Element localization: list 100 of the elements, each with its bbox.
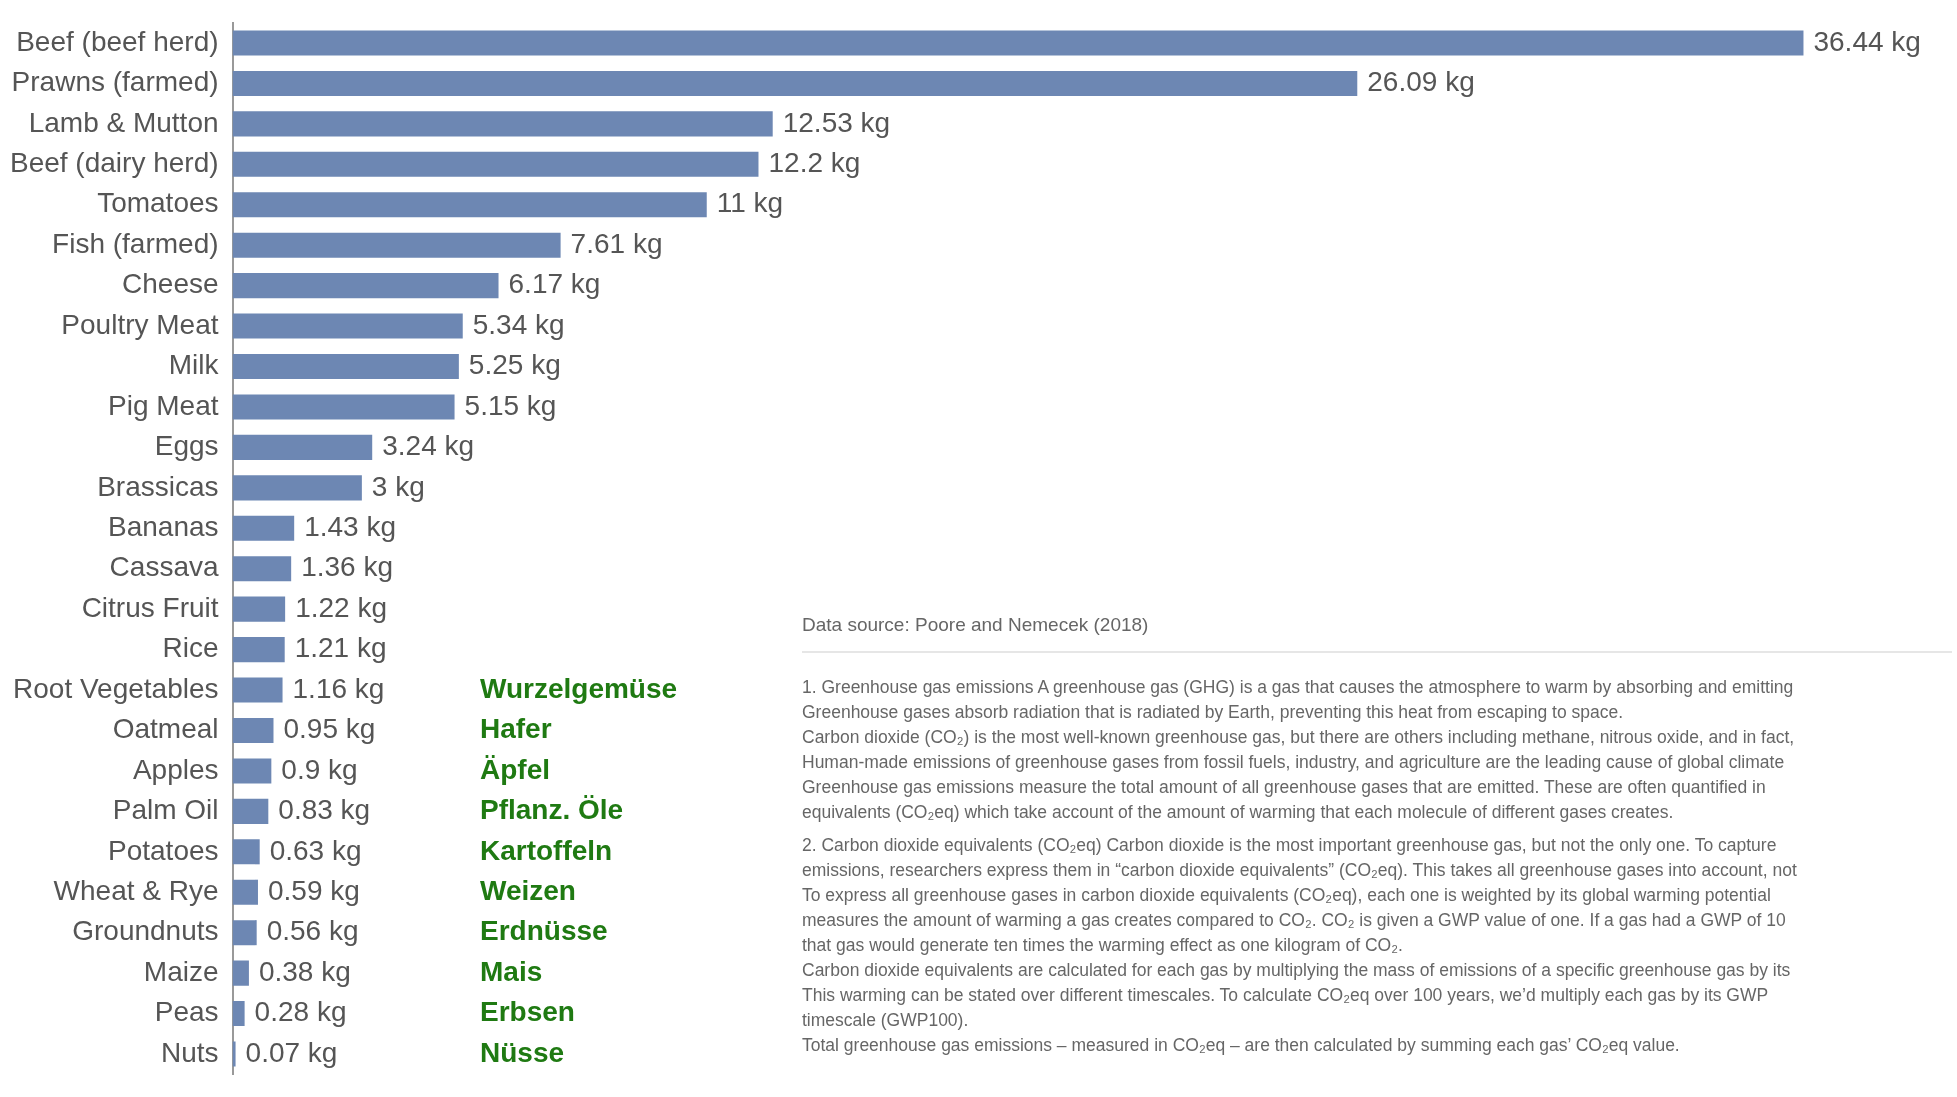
y-tick-label: Tomatoes (97, 187, 219, 219)
bar (232, 232, 561, 258)
bar (232, 30, 1804, 56)
annotation: Kartoffeln (480, 834, 613, 866)
bar (232, 353, 459, 380)
data-label: 1.16 kg (292, 672, 385, 704)
annotation: measures the amount of warming a gas creates compared to CO₂. CO₂ is given a GWP value of one. If a gas had a GWP of 10 (802, 909, 1787, 932)
y-tick-label: Maize (143, 955, 219, 987)
y-tick-label: Lamb & Mutton (28, 106, 219, 138)
bar (232, 637, 285, 663)
data-label: 1.22 kg (295, 591, 387, 623)
data-label: 0.56 kg (266, 915, 359, 947)
bar (232, 879, 258, 905)
bar (232, 960, 249, 986)
y-tick-label: Bananas (107, 511, 219, 542)
y-tick-label: Groundnuts (72, 915, 219, 947)
y-tick-label: Prawns (farmed) (11, 66, 219, 98)
data-label: 36.44 kg (1813, 25, 1921, 57)
bar (232, 596, 286, 622)
data-label: 12.2 kg (768, 147, 861, 179)
data-label: 0.38 kg (258, 955, 351, 987)
y-tick-label: Fish (farmed) (52, 227, 219, 259)
data-label: 0.59 kg (267, 874, 360, 906)
annotation: Wurzelgemüse (480, 672, 678, 704)
data-label: 5.25 kg (468, 349, 561, 381)
annotation: Total greenhouse gas emissions – measured in CO₂eq – are then calculated by summing each gas’ CO₂eq value. (802, 1034, 1681, 1057)
data-label: 0.28 kg (254, 996, 347, 1028)
y-tick-label: Citrus Fruit (81, 591, 219, 623)
annotation: Pflanz. Öle (480, 794, 624, 826)
annotation: Greenhouse gases absorb radiation that is radiated by Earth, preventing this heat from escaping to space. (802, 701, 1625, 724)
bar (232, 151, 759, 177)
y-tick-label: Poultry Meat (61, 308, 219, 340)
bar (232, 677, 283, 703)
annotation: Erdnüsse (480, 915, 608, 947)
annotation: Data source: Poore and Nemecek (2018) (802, 612, 1952, 653)
bar (232, 70, 1358, 96)
bar (232, 758, 272, 784)
bar (232, 839, 260, 865)
annotation: timescale (GWP100). (802, 1009, 970, 1032)
annotation: emissions, researchers express them in “carbon dioxide equivalents” (CO₂eq). This takes all greenhouse gases into account, not (802, 859, 1798, 882)
annotation: Greenhouse gas emissions measure the total amount of all greenhouse gases that are emitted. These are often quantified in (802, 776, 1767, 799)
y-tick-label: Nuts (160, 1036, 219, 1068)
bar (232, 1001, 245, 1027)
bar (232, 920, 257, 946)
y-tick-label: Cheese (122, 268, 219, 300)
data-label: 0.83 kg (278, 794, 371, 826)
annotation: 2. Carbon dioxide equivalents (CO₂eq) Carbon dioxide is the most important greenhouse gas, but not the only one. To capture (802, 834, 1778, 857)
annotation: Carbon dioxide equivalents are calculated for each gas by multiplying the mass of emissions of a specific greenhouse gas by its (802, 959, 1792, 982)
y-tick-label: Peas (154, 996, 219, 1028)
data-label: 7.61 kg (570, 227, 663, 259)
data-label: 0.9 kg (281, 753, 358, 785)
annotation: Weizen (480, 874, 576, 906)
y-tick-label: Apples (132, 753, 219, 785)
bar (232, 798, 269, 824)
bar (232, 556, 292, 582)
bar (232, 475, 362, 501)
data-label: 1.43 kg (304, 511, 397, 542)
data-label: 11 kg (716, 187, 784, 219)
data-label: 1.36 kg (301, 551, 394, 583)
y-tick-label: Cassava (109, 551, 219, 583)
bar (232, 394, 455, 420)
data-label: 12.53 kg (782, 106, 891, 138)
data-label: 0.63 kg (269, 834, 362, 866)
annotation: Human-made emissions of greenhouse gases from fossil fuels, industry, and agriculture are the leading cause of global climate (802, 751, 1786, 774)
y-tick-label: Potatoes (108, 834, 219, 866)
annotation: Äpfel (480, 753, 550, 785)
y-tick-label: Root Vegetables (13, 672, 219, 704)
y-tick-label: Eggs (154, 430, 219, 462)
annotation: Erbsen (480, 996, 575, 1028)
data-label: 6.17 kg (508, 268, 601, 300)
data-label: 1.21 kg (294, 632, 387, 664)
annotation: 1. Greenhouse gas emissions A greenhouse gas (GHG) is a gas that causes the atmosphere to warm by absorbing and emitting (802, 676, 1795, 699)
y-tick-label: Milk (168, 349, 220, 381)
bar (232, 273, 499, 299)
annotation: that gas would generate ten times the warming effect as one kilogram of CO₂. (802, 934, 1404, 957)
annotation: Carbon dioxide (CO₂) is the most well-known greenhouse gas, but there are others including methane, nitrous oxide, and in fact, (802, 726, 1796, 749)
annotation: Nüsse (480, 1036, 565, 1068)
y-tick-label: Wheat & Rye (53, 874, 219, 906)
y-tick-label: Beef (beef herd) (16, 25, 219, 57)
annotation: equivalents (CO₂eq) which take account of the amount of warming that each molecule of different gases creates. (802, 801, 1675, 824)
data-label: 26.09 kg (1367, 66, 1475, 98)
y-tick-label: Palm Oil (112, 794, 219, 826)
annotation: Mais (480, 955, 543, 987)
data-label: 0.07 kg (245, 1036, 338, 1068)
bar (232, 434, 373, 460)
y-tick-label: Beef (dairy herd) (9, 147, 219, 179)
bar (232, 111, 773, 137)
y-tick-label: Rice (162, 632, 219, 664)
data-label: 5.34 kg (472, 308, 565, 340)
data-label: 0.95 kg (283, 713, 376, 745)
y-tick-label: Pig Meat (108, 389, 219, 421)
bar (232, 1041, 236, 1067)
annotation: Hafer (480, 713, 552, 745)
y-tick-label: Oatmeal (112, 713, 219, 745)
data-label: 3.24 kg (382, 430, 475, 462)
y-tick-label: Brassicas (97, 470, 219, 502)
annotation: This warming can be stated over different timescales. To calculate CO₂eq over 100 years, we’d multiply each gas by its GWP (802, 984, 1770, 1007)
data-label: 3 kg (371, 470, 425, 502)
bar (232, 515, 295, 541)
bar (232, 192, 707, 218)
